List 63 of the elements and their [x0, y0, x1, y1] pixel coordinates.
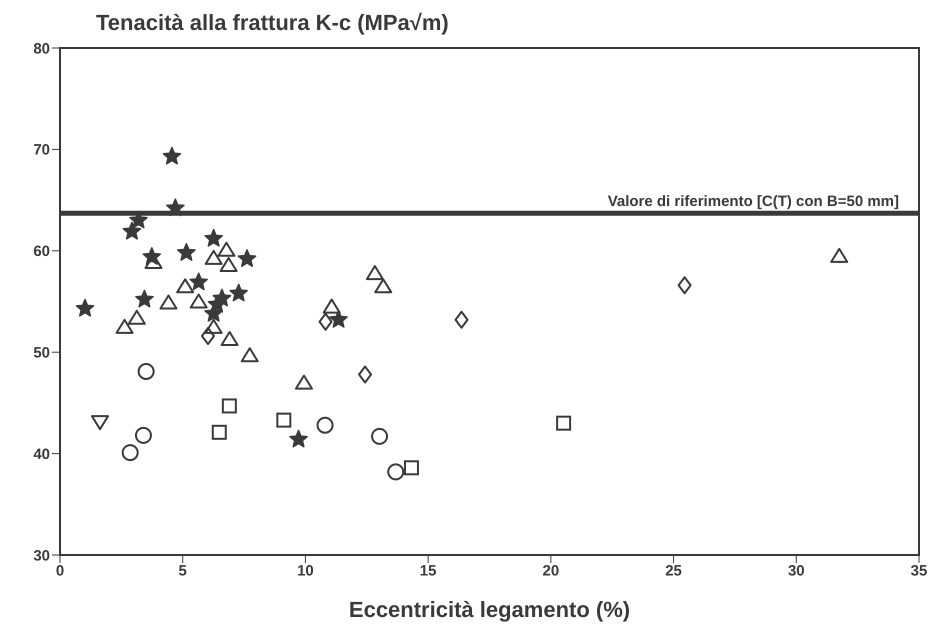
point	[116, 318, 134, 334]
point	[204, 250, 223, 265]
point	[190, 294, 208, 308]
x-tick-label: 0	[56, 562, 64, 580]
point	[162, 146, 182, 165]
point	[122, 222, 142, 240]
x-tick-label: 25	[665, 562, 682, 580]
point	[176, 278, 194, 294]
point	[294, 374, 313, 390]
point	[177, 243, 196, 261]
point	[204, 304, 223, 322]
point	[830, 248, 848, 263]
x-tick-label: 15	[420, 562, 436, 580]
point	[454, 310, 469, 329]
x-axis-title: Eccentricità legamento (%)	[348, 597, 630, 622]
point	[138, 362, 155, 380]
point	[212, 424, 227, 440]
point	[318, 312, 333, 331]
point	[289, 430, 308, 448]
y-tick-label: 40	[33, 446, 50, 463]
x-tick-label: 5	[178, 562, 187, 580]
x-tick-label: 30	[788, 562, 805, 580]
y-tick-label: 80	[33, 40, 50, 58]
x-tick-label: 35	[910, 562, 928, 580]
point	[166, 198, 185, 216]
point	[135, 290, 154, 308]
point	[200, 326, 215, 345]
point	[371, 428, 388, 445]
y-tick-label: 60	[33, 243, 50, 260]
point	[76, 298, 94, 317]
point	[217, 242, 236, 257]
point	[229, 284, 248, 302]
point	[387, 463, 404, 480]
point	[374, 278, 392, 294]
point	[358, 366, 372, 384]
point	[678, 276, 692, 294]
point	[220, 331, 239, 346]
point	[189, 272, 208, 290]
point	[556, 416, 572, 431]
point	[404, 460, 419, 476]
point	[322, 298, 341, 314]
point	[159, 294, 178, 310]
point	[122, 444, 139, 462]
point	[134, 426, 152, 444]
point	[220, 256, 238, 272]
point	[366, 265, 384, 280]
point	[204, 228, 223, 247]
y-tick-label: 50	[33, 344, 50, 362]
chart-title: Tenacità alla frattura K-c (MPa√m)	[96, 10, 449, 36]
y-tick-label: 70	[33, 142, 50, 159]
point	[129, 210, 148, 228]
point	[222, 398, 237, 414]
annotation: Valore di riferimento [C(T) con B=50 mm]	[608, 193, 899, 210]
point	[276, 412, 292, 428]
y-tick-label: 30	[33, 547, 50, 564]
point	[238, 249, 256, 267]
x-tick-label: 10	[297, 562, 314, 580]
point	[204, 318, 223, 334]
point	[240, 347, 259, 362]
x-tick-label: 20	[542, 562, 560, 580]
point	[316, 416, 334, 434]
point	[91, 415, 110, 430]
point	[128, 310, 146, 325]
